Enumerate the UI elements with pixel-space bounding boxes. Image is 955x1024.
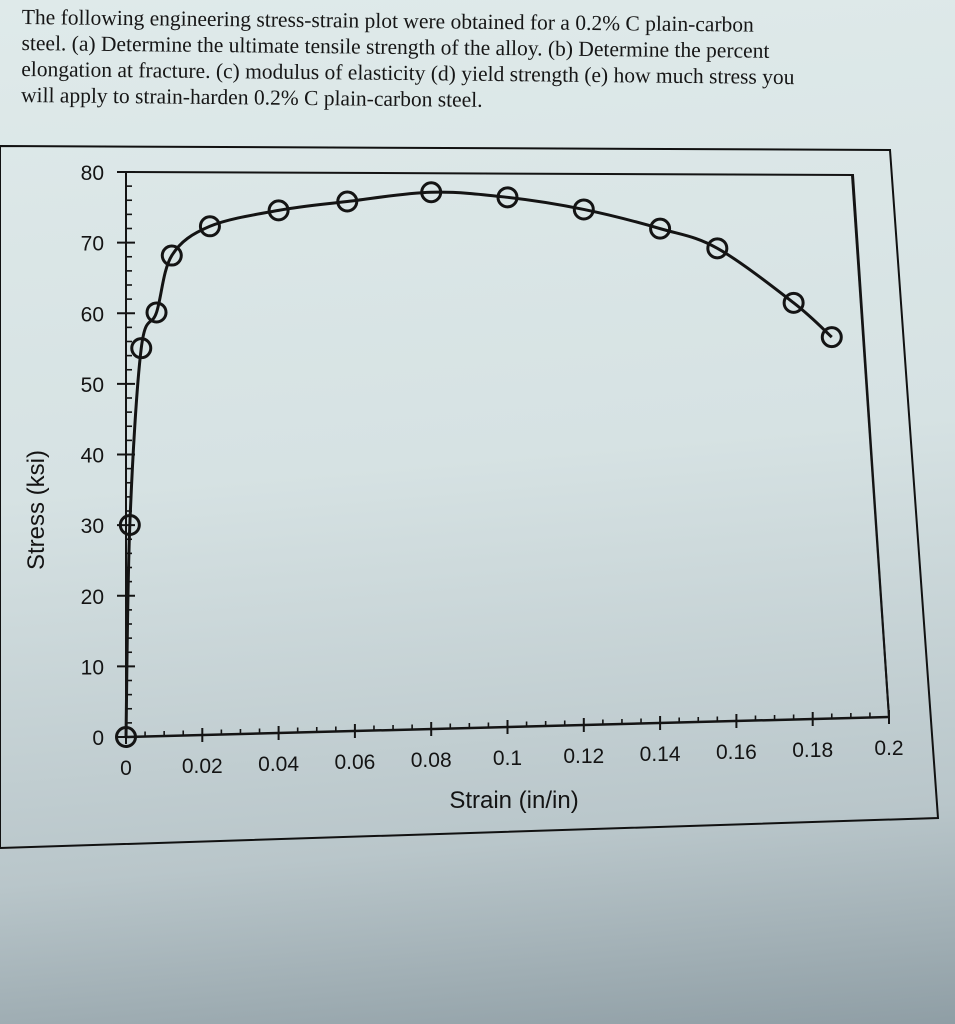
x-tick-label: 0.1	[493, 747, 522, 770]
data-point-marker	[820, 326, 843, 349]
y-tick-label: 0	[92, 727, 104, 750]
data-point-marker	[145, 301, 168, 324]
data-point-marker	[572, 198, 595, 221]
y-axis-label: Stress (ksi)	[23, 450, 50, 570]
data-point-marker	[115, 726, 137, 748]
y-tick-label: 20	[81, 586, 104, 609]
x-tick-label: 0.02	[182, 755, 223, 778]
data-point-marker	[267, 199, 290, 222]
x-tick-label: 0.14	[640, 743, 681, 766]
data-point-marker	[420, 181, 443, 204]
x-tick-label: 0.06	[334, 751, 375, 774]
x-axis-label: Strain (in/in)	[449, 787, 578, 814]
data-point-marker	[130, 337, 153, 360]
y-tick-label: 80	[81, 162, 104, 185]
data-point-marker	[160, 244, 183, 267]
x-tick-label: 0.04	[258, 753, 299, 776]
data-line	[124, 190, 833, 738]
y-tick-label: 10	[81, 656, 104, 679]
right-axis	[851, 174, 890, 718]
data-point-marker	[198, 215, 221, 238]
plot-area: 0 0.02 0.04 0.06 0.08 0.1 0.12 0.14 0.16 0.18 0.2 0…	[81, 162, 904, 780]
y-tick-label: 40	[81, 445, 104, 468]
data-point-marker	[118, 514, 141, 537]
y-tick-label: 70	[81, 233, 104, 256]
data-point-marker	[706, 237, 729, 260]
x-tick-label: 0.12	[563, 745, 604, 768]
x-tick-label: 0	[120, 757, 132, 780]
figure-frame	[0, 144, 940, 850]
y-tick-label: 50	[81, 374, 104, 397]
data-point-marker	[782, 291, 805, 314]
x-tick-label: 0.18	[792, 739, 833, 762]
y-tick-label: 60	[81, 303, 104, 326]
x-tick-label: 0.08	[411, 749, 452, 772]
x-tick-label: 0.16	[716, 741, 757, 764]
x-tick-label: 0.2	[874, 737, 903, 760]
data-point-marker	[336, 190, 359, 213]
y-tick-label: 30	[81, 515, 104, 538]
data-point-marker	[649, 217, 672, 240]
data-point-marker	[496, 186, 519, 209]
plot-frame	[125, 170, 890, 737]
